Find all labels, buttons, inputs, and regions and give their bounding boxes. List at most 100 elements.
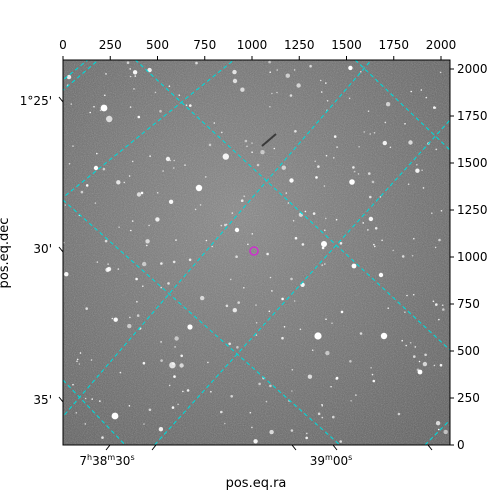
star (306, 432, 308, 435)
star (129, 316, 131, 319)
star (240, 87, 245, 92)
right-tick-label: 1500 (457, 156, 488, 170)
star (269, 106, 271, 108)
star (231, 212, 234, 214)
star (225, 223, 228, 226)
star (324, 229, 326, 232)
star (378, 272, 384, 278)
star (401, 255, 405, 258)
star (129, 68, 131, 70)
star (299, 328, 302, 331)
star (179, 363, 184, 368)
star (285, 192, 288, 194)
star (136, 192, 142, 197)
star (173, 375, 176, 378)
star (268, 60, 271, 64)
star (271, 92, 273, 95)
star (172, 362, 175, 365)
top-tick-label: 1500 (331, 38, 362, 52)
right-tick-label: 2000 (457, 62, 488, 76)
grid-line (63, 379, 126, 445)
star (410, 90, 413, 93)
star (408, 140, 413, 145)
star (244, 139, 248, 143)
star (76, 360, 78, 363)
star (91, 398, 93, 400)
star (321, 264, 324, 266)
star (160, 262, 163, 265)
star (301, 243, 305, 246)
star (168, 199, 174, 204)
star (309, 64, 312, 68)
ra-tick (332, 444, 338, 451)
bright-star (100, 104, 108, 112)
dec-tick-label: 30' (33, 242, 52, 256)
star (355, 394, 357, 396)
star (392, 249, 395, 252)
star (126, 61, 130, 64)
star (243, 195, 245, 197)
star (367, 229, 369, 231)
star (335, 376, 339, 380)
bright-star (111, 412, 119, 420)
star (76, 358, 79, 361)
star (434, 246, 437, 249)
star (340, 310, 344, 314)
right-pixel-axis: 0 250 500 750 1000 1250 1500 1750 2000 (450, 62, 488, 452)
star (160, 359, 163, 362)
star (369, 133, 372, 135)
star (435, 421, 441, 426)
star (251, 426, 253, 429)
right-tick-label: 1750 (457, 109, 488, 123)
star (406, 294, 408, 297)
star (146, 244, 148, 247)
star (85, 184, 89, 187)
star (72, 383, 74, 386)
star (293, 69, 296, 71)
dec-tick-label: 35' (33, 393, 52, 407)
ra-tick (151, 444, 157, 451)
top-tick-label: 1750 (378, 38, 409, 52)
star (289, 178, 294, 183)
star (253, 439, 258, 444)
star (405, 344, 408, 347)
star (168, 85, 171, 87)
star (325, 350, 330, 356)
star (269, 71, 272, 73)
star (160, 341, 162, 343)
x-axis-label: pos.eq.ra (226, 476, 287, 491)
grid-line (153, 119, 450, 445)
right-tick-label: 500 (457, 344, 480, 358)
star (440, 210, 443, 212)
star (307, 374, 313, 379)
star (64, 204, 67, 206)
star (93, 105, 95, 108)
star (111, 317, 114, 320)
grid-line (134, 60, 450, 351)
star (281, 336, 284, 340)
star (228, 342, 231, 346)
star (158, 427, 164, 432)
star (249, 411, 252, 414)
star (266, 252, 269, 256)
star (371, 373, 374, 376)
star (283, 326, 286, 328)
star (424, 353, 427, 357)
star (99, 400, 101, 402)
star (367, 110, 370, 112)
star (255, 334, 258, 336)
star (433, 106, 436, 109)
star (194, 208, 197, 211)
star (246, 145, 248, 148)
star (320, 91, 323, 93)
star (296, 83, 301, 88)
star (232, 308, 237, 313)
star (118, 226, 120, 228)
star (317, 165, 320, 168)
star (435, 303, 438, 306)
star (357, 173, 360, 175)
star (174, 346, 176, 348)
star (210, 391, 212, 393)
star (294, 130, 297, 133)
star (389, 146, 392, 149)
